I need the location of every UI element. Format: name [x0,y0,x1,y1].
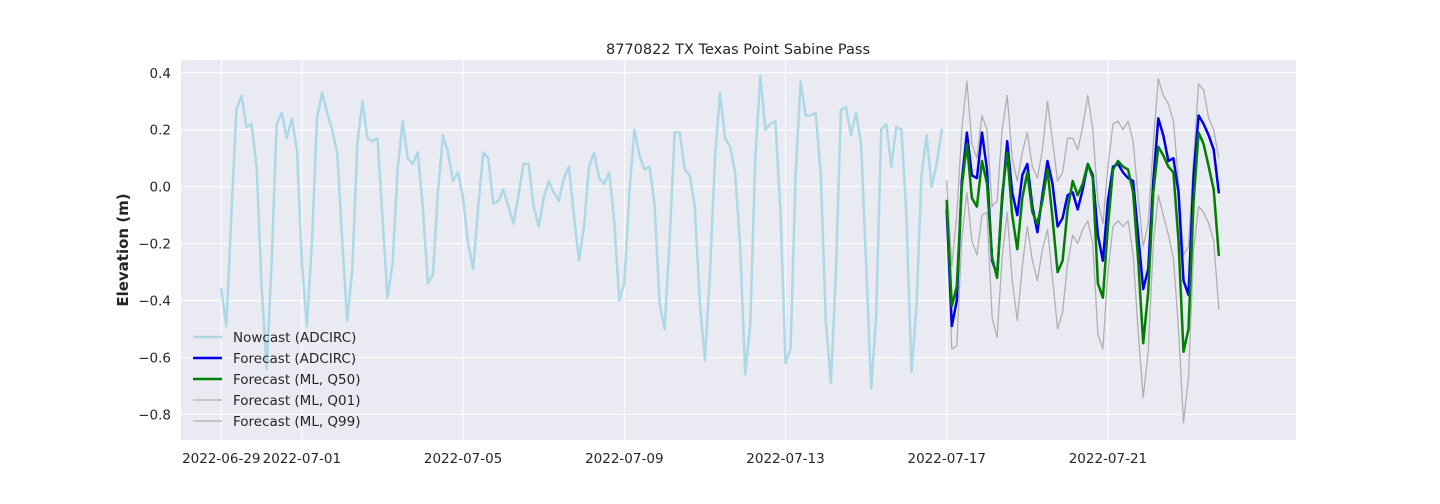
y-tick-label: 0.4 [150,66,171,82]
y-tick-label: −0.4 [138,294,171,310]
y-tick-label: −0.8 [138,407,171,423]
y-tick-label: 0.0 [150,180,171,196]
grid [181,60,1296,440]
legend-label: Forecast (ML, Q01) [233,393,361,409]
legend-label: Nowcast (ADCIRC) [233,330,356,346]
legend-label: Forecast (ML, Q50) [233,372,361,388]
series-line-3 [946,191,1220,424]
series-line-2 [945,131,1221,354]
series-line-0 [220,74,943,391]
x-tick-label: 2022-07-09 [585,451,663,467]
x-tick-label: 2022-07-17 [907,451,985,467]
y-axis: 0.4 0.2 0.0 −0.2 −0.4 −0.6 −0.8 [138,66,171,424]
x-tick-label: 2022-07-05 [424,451,502,467]
x-tick-label: 2022-07-01 [263,451,341,467]
y-tick-label: −0.6 [138,350,171,366]
legend-label: Forecast (ADCIRC) [233,351,356,367]
x-tick-label: 2022-07-13 [746,451,824,467]
chart-title: 8770822 TX Texas Point Sabine Pass [606,42,870,58]
series-line-4 [946,77,1220,268]
series-layer [220,74,1221,424]
legend: Nowcast (ADCIRC) Forecast (ADCIRC) Forecas… [193,330,361,430]
x-tick-label: 2022-06-29 [182,451,260,467]
y-tick-label: −0.2 [138,237,171,253]
x-axis: 2022-06-29 2022-07-01 2022-07-05 2022-07-09… [182,451,1147,467]
y-tick-label: 0.2 [150,123,171,139]
legend-label: Forecast (ML, Q99) [233,414,361,430]
y-axis-label: Elevation (m) [114,193,132,306]
x-tick-label: 2022-07-21 [1069,451,1147,467]
